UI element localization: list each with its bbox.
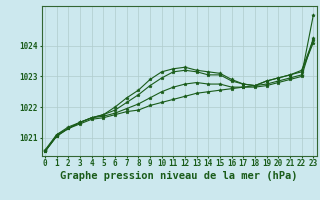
X-axis label: Graphe pression niveau de la mer (hPa): Graphe pression niveau de la mer (hPa) [60,171,298,181]
